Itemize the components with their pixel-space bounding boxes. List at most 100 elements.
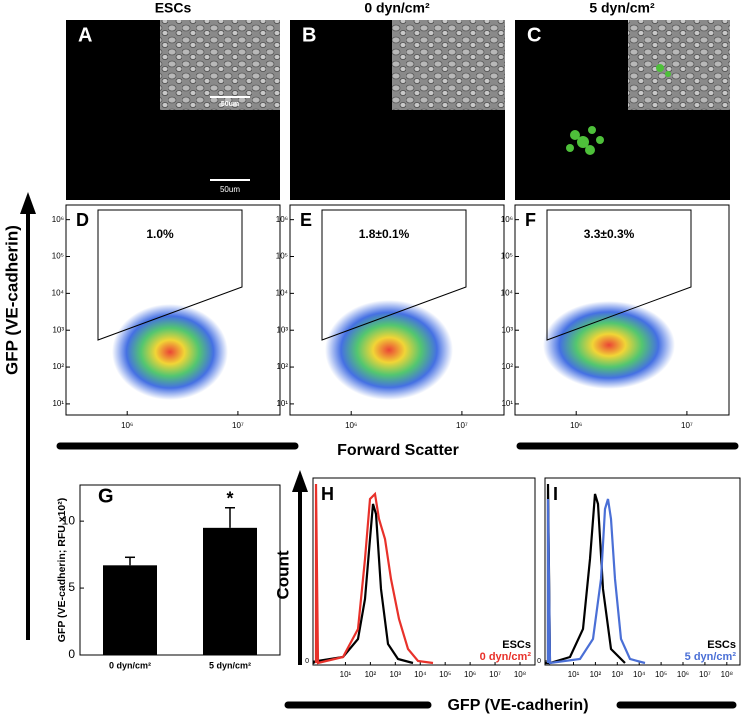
flow-panel: 10¹ 10² 10³ 10⁴ 10⁵ 10⁶ 10⁶ 10⁷ E 1.8±0.1% <box>276 204 505 430</box>
y-tick-label: 5 <box>68 580 75 594</box>
scale-label: 50um <box>220 185 240 194</box>
legend-entry: ESCs <box>707 639 736 651</box>
y-tick-label: 10⁴ <box>52 288 65 297</box>
y-tick-label: 10² <box>52 362 64 371</box>
x-tick-label: 10⁷ <box>681 421 693 430</box>
panel-letter: D <box>76 210 89 230</box>
y-axis-title: Count <box>273 550 292 599</box>
histogram-curve <box>546 498 646 665</box>
y-tick-label: 10³ <box>276 325 288 334</box>
x-tick-label: 10² <box>590 670 602 679</box>
x-tick-label: 10⁸ <box>514 670 526 679</box>
legend-entry: ESCs <box>502 639 531 651</box>
event-density <box>112 304 228 400</box>
y-axis-title: GFP (VE-cadherin) <box>2 225 21 375</box>
inset <box>160 20 280 110</box>
y-tick-label: 10⁴ <box>501 288 514 297</box>
y-tick-label: 10⁵ <box>276 252 288 261</box>
x-tick-label: 10² <box>365 670 377 679</box>
panel-title: 5 dyn/cm² <box>589 0 655 16</box>
x-tick-label: 10⁵ <box>655 670 667 679</box>
gate <box>546 209 692 341</box>
gate-percent: 1.0% <box>146 227 174 241</box>
y-tick-label: 0 <box>68 647 75 661</box>
flow-panel: 10¹ 10² 10³ 10⁴ 10⁵ 10⁶ 10⁶ 10⁷ F 3.3±0.3% <box>501 204 730 430</box>
x-tick-label: 10¹ <box>568 670 580 679</box>
x-tick-label: 10³ <box>390 670 402 679</box>
x-tick-label: 0 dyn/cm² <box>109 660 151 670</box>
x-tick-label: 10⁷ <box>489 670 501 679</box>
y-tick-label: 10³ <box>501 325 513 334</box>
legend-entry: 5 dyn/cm² <box>685 651 737 663</box>
y-tick-label: 10⁶ <box>276 215 288 224</box>
legend-entry: 0 dyn/cm² <box>480 651 532 663</box>
panel-letter: G <box>98 485 114 507</box>
y-axis-title: GFP (VE-cadherin; RFU x10²) <box>56 498 68 643</box>
bar <box>203 527 257 655</box>
inset <box>628 20 730 110</box>
x-axis-title: Forward Scatter <box>337 442 459 459</box>
plot-frame <box>79 484 281 656</box>
y-tick-label: 0 <box>537 658 541 665</box>
inset <box>392 20 505 110</box>
y-tick-label: 10² <box>501 362 513 371</box>
scale-label: 50um <box>221 101 239 108</box>
y-tick-label: 10¹ <box>501 399 513 408</box>
flow-panel: 10¹ 10² 10³ 10⁴ 10⁵ 10⁶ 10⁶ 10⁷ D 1.0% <box>52 204 281 430</box>
event-density <box>325 300 453 400</box>
x-tick-label: 10⁶ <box>121 421 133 430</box>
y-tick-label: 10⁵ <box>52 252 64 261</box>
panel-letter: C <box>527 24 541 46</box>
x-tick-label: 10¹ <box>340 670 352 679</box>
histogram-curve <box>314 483 434 665</box>
x-tick-label: 10⁵ <box>439 670 451 679</box>
y-tick-label: 10¹ <box>52 399 64 408</box>
gate-percent: 1.8±0.1% <box>359 227 410 241</box>
panel-title: 0 dyn/cm² <box>364 0 430 16</box>
y-tick-label: 10⁴ <box>276 288 289 297</box>
panel-letter: A <box>78 24 92 46</box>
panel-letter: H <box>321 484 334 504</box>
panel-letter: I <box>553 484 558 504</box>
plot-frame <box>544 477 741 666</box>
x-tick-label: 10⁶ <box>345 421 357 430</box>
x-tick-label: 10⁶ <box>464 670 476 679</box>
x-tick-label: 10⁷ <box>456 421 468 430</box>
x-tick-label: 10⁴ <box>633 670 646 679</box>
y-tick-label: 0 <box>305 658 309 665</box>
x-tick-label: 10⁶ <box>570 421 582 430</box>
x-tick-label: 10⁸ <box>721 670 733 679</box>
panel-letter: F <box>525 210 536 230</box>
panel-letter: E <box>300 210 312 230</box>
micro-c: C 5 dyn/cm² <box>515 0 730 200</box>
panel-title: ESCs <box>155 0 192 16</box>
gate <box>97 209 243 341</box>
micro-b: B 0 dyn/cm² <box>290 0 505 200</box>
gfp-cells <box>566 64 671 155</box>
x-tick-label: 10⁷ <box>699 670 711 679</box>
event-density <box>543 301 675 389</box>
y-tick-label: 10² <box>276 362 288 371</box>
y-tick-label: 10³ <box>52 325 64 334</box>
arrow-head <box>20 192 36 214</box>
x-tick-label: 10⁷ <box>232 421 244 430</box>
y-tick-label: 10 <box>62 513 76 527</box>
x-tick-label: 10⁴ <box>414 670 427 679</box>
x-tick-label: 5 dyn/cm² <box>209 660 251 670</box>
plot-frame <box>312 477 536 666</box>
bar <box>103 565 157 655</box>
gate-percent: 3.3±0.3% <box>584 227 635 241</box>
x-tick-label: 10⁶ <box>677 670 689 679</box>
y-tick-label: 10⁶ <box>501 215 513 224</box>
x-tick-label: 10³ <box>612 670 624 679</box>
micro-a: 50um 50um A ESCs <box>66 0 280 200</box>
y-tick-label: 10⁵ <box>501 252 513 261</box>
gate <box>321 209 467 341</box>
arrow-head <box>292 470 308 492</box>
y-tick-label: 10¹ <box>276 399 288 408</box>
x-axis-title: GFP (VE-cadherin) <box>447 697 588 714</box>
y-tick-label: 10⁶ <box>52 215 64 224</box>
